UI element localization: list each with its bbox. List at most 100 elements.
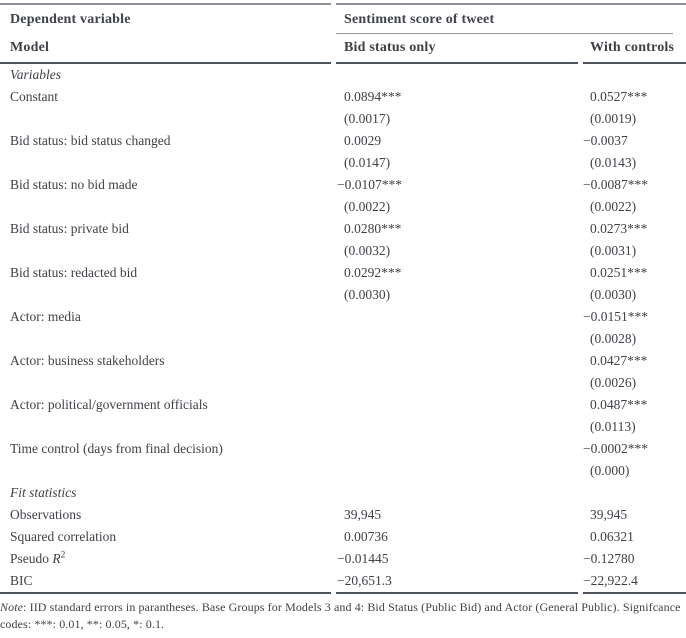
model-label: Model [0,34,331,64]
note-text: : IID standard errors in parantheses. Ba… [0,600,681,631]
model2-se: (0.0022) [590,199,637,214]
row-label: Observations [10,507,82,522]
model2-value: −0.0002*** [583,441,648,456]
spanner-sentiment-score: Sentiment score of tweet [336,3,686,34]
table-row-squared-correlation: Squared correlation 0.00736 0.06321 [0,526,686,548]
column-header-with-controls: With controls [583,34,686,64]
section-row-variables: Variables [0,64,686,86]
row-label: Time control (days from final decision) [10,441,223,456]
table-row-observations: Observations 39,945 39,945 [0,504,686,526]
table-row-actor-business: Actor: business stakeholders 0.0427*** [0,350,686,372]
row-label: Actor: business stakeholders [10,353,165,368]
table-row-se: (0.0147) (0.0143) [0,152,686,174]
model1-stat: 39,945 [344,507,382,522]
table-row-no-bid-made: Bid status: no bid made −0.0107*** −0.00… [0,174,686,196]
model2-stat: −0.12780 [583,551,635,566]
model1-stat: −20,651.3 [336,570,578,594]
model1-se [336,460,578,482]
table-row-private-bid: Bid status: private bid 0.0280*** 0.0273… [0,218,686,240]
model1-value [336,438,578,460]
dependent-variable-label: Dependent variable [0,3,331,34]
row-label [0,460,331,482]
row-label: Bid status: no bid made [10,177,138,192]
model2-value: 0.0527*** [590,89,648,104]
table-row-constant: Constant 0.0894*** 0.0527*** [0,86,686,108]
model1-se [336,416,578,438]
row-label [0,328,331,350]
model2-stat: 39,945 [590,507,628,522]
table-row-se: (0.0026) [0,372,686,394]
model1-value [336,306,578,328]
table-notes: Note: IID standard errors in parantheses… [0,599,686,633]
model2-se: (0.0026) [590,375,637,390]
model1-se: (0.0032) [344,243,391,258]
row-label: Constant [10,89,59,104]
regression-table-container: Dependent variable Sentiment score of tw… [0,3,686,594]
row-label [0,108,331,130]
r-exponent: 2 [60,550,66,561]
model2-value: −0.0151*** [583,309,648,324]
model1-stat: −0.01445 [337,551,389,566]
model2-value: 0.0487*** [590,397,648,412]
model2-se: (0.0028) [590,331,637,346]
pseudo-label: Pseudo [10,551,53,566]
table-row-se: (0.0113) [0,416,686,438]
row-label: Squared correlation [10,529,117,544]
model2-value: 0.0427*** [590,353,648,368]
model1-se [336,372,578,394]
table-row-actor-media: Actor: media −0.0151*** [0,306,686,328]
model1-se: (0.0017) [344,111,391,126]
model1-value: 0.0894*** [344,89,402,104]
model2-stat: 0.06321 [590,529,634,544]
row-label [0,152,331,174]
table-row-time-control: Time control (days from final decision) … [0,438,686,460]
row-label: Actor: political/government officials [10,397,208,412]
row-label [0,372,331,394]
row-label [0,284,331,306]
row-label: Pseudo R2 [0,548,331,570]
table-row-se: (0.0028) [0,328,686,350]
table-row-se: (0.0032) (0.0031) [0,240,686,262]
header-row-dependent-variable: Dependent variable Sentiment score of tw… [0,3,686,34]
row-label: Bid status: bid status changed [10,133,171,148]
section-label: Fit statistics [10,485,77,500]
model1-value: 0.0029 [344,133,382,148]
row-label: Bid status: redacted bid [10,265,138,280]
row-label: BIC [0,570,331,594]
model1-se: (0.0030) [344,287,391,302]
model1-se: (0.0022) [344,199,391,214]
table-row-redacted-bid: Bid status: redacted bid 0.0292*** 0.025… [0,262,686,284]
regression-table: Dependent variable Sentiment score of tw… [0,3,686,594]
column-header-bid-status-only: Bid status only [336,34,578,64]
table-row-se: (0.0030) (0.0030) [0,284,686,306]
table-row-bic: BIC −20,651.3 −22,922.4 [0,570,686,594]
model1-value: 0.0292*** [344,265,402,280]
model1-value [336,350,578,372]
section-row-fit-statistics: Fit statistics [0,482,686,504]
row-label [0,416,331,438]
row-label [0,196,331,218]
table-row-se: (0.0017) (0.0019) [0,108,686,130]
model2-se: (0.0030) [590,287,637,302]
model2-se: (0.0113) [590,419,636,434]
model2-se: (0.0019) [590,111,637,126]
model2-value: 0.0251*** [590,265,648,280]
model1-se: (0.0147) [344,155,391,170]
model1-stat: 0.00736 [344,529,388,544]
r-symbol: R [52,551,61,566]
table-row-se: (0.0022) (0.0022) [0,196,686,218]
model2-stat: −22,922.4 [583,570,686,594]
row-label: Actor: media [10,309,81,324]
model2-value: −0.0087*** [583,177,648,192]
model2-value: 0.0273*** [590,221,648,236]
note-label: Note [0,600,24,614]
model1-value: −0.0107*** [337,177,402,192]
model2-value: −0.0037 [583,133,628,148]
model1-se [336,328,578,350]
model2-se: (0.0143) [590,155,637,170]
table-row-se: (0.000) [0,460,686,482]
row-label: Bid status: private bid [10,221,129,236]
header-row-model: Model Bid status only With controls [0,34,686,64]
section-label: Variables [10,67,62,82]
row-label [0,240,331,262]
